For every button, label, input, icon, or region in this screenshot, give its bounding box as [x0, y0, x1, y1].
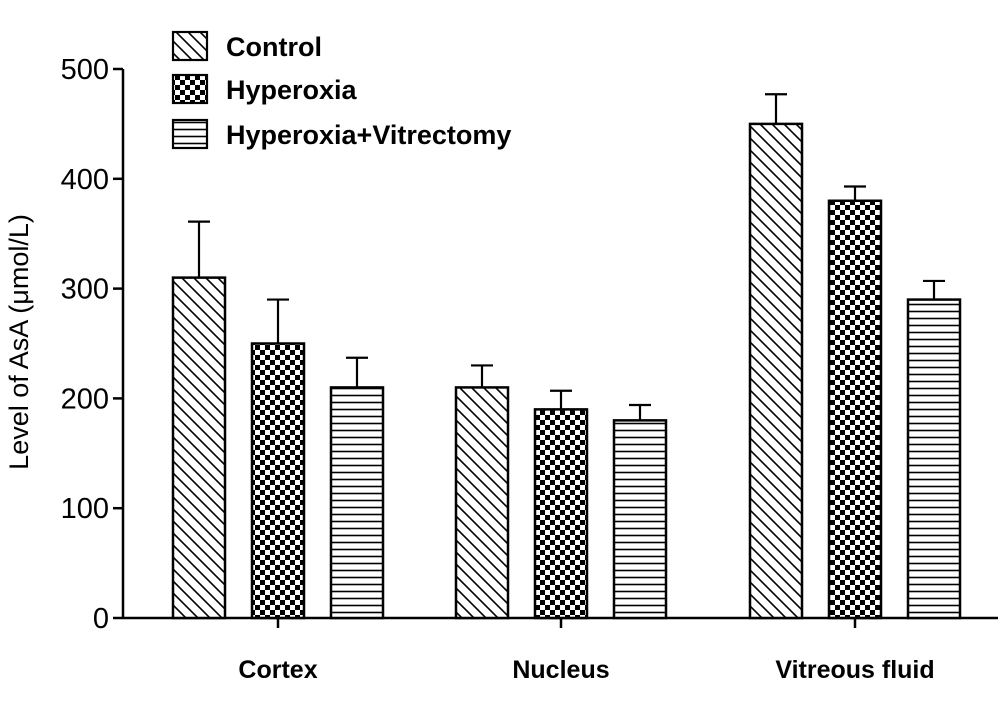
bar	[533, 408, 589, 620]
y-tick-label: 0	[93, 603, 109, 635]
legend-swatch	[171, 73, 209, 105]
bar	[171, 276, 227, 620]
bar	[827, 199, 883, 620]
legend: Control Hyperoxia Hyperoxia+Vitrectomy	[171, 30, 511, 150]
y-axis-title: Level of AsA (μmol/L)	[4, 214, 34, 470]
bar	[612, 419, 668, 620]
bars	[171, 93, 962, 620]
y-axis: 0 100 200 300 400 500	[61, 54, 125, 635]
legend-swatch	[171, 30, 209, 62]
x-category-label: Nucleus	[512, 656, 609, 684]
bar	[454, 386, 510, 620]
bar	[748, 122, 804, 620]
bar	[250, 342, 306, 620]
legend-label: Control	[226, 32, 322, 62]
y-tick-label: 200	[61, 383, 109, 415]
y-tick-label: 400	[61, 164, 109, 196]
legend-swatch	[171, 118, 209, 150]
y-tick-label: 500	[61, 54, 109, 86]
x-category-label: Cortex	[238, 656, 317, 684]
bar	[906, 298, 962, 620]
y-tick-label: 100	[61, 493, 109, 525]
y-tick-label: 300	[61, 274, 109, 306]
x-category-label: Vitreous fluid	[775, 656, 934, 684]
legend-label: Hyperoxia+Vitrectomy	[226, 120, 511, 150]
legend-label: Hyperoxia	[226, 75, 358, 105]
x-axis: Cortex Nucleus Vitreous fluid	[123, 616, 998, 684]
bar	[329, 386, 385, 620]
